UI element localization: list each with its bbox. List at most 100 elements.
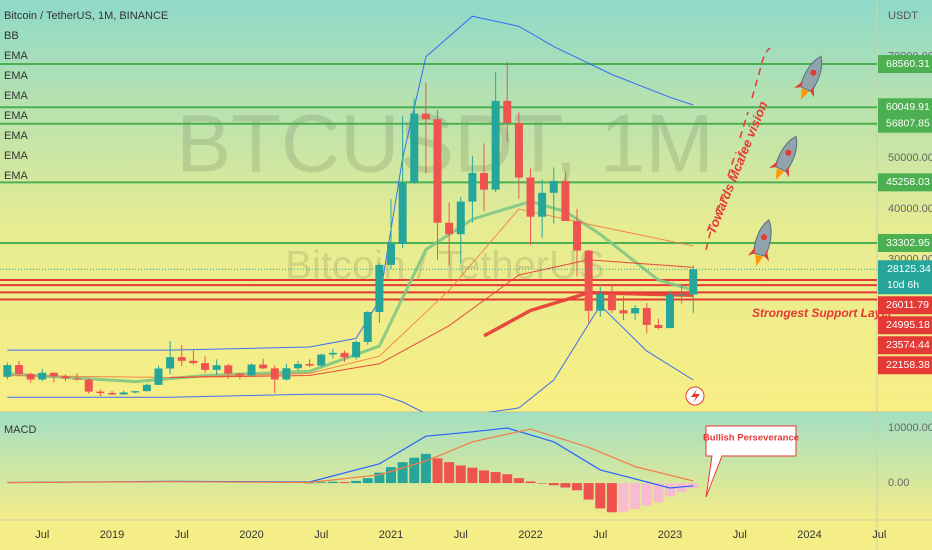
x-tick-label: Jul <box>593 529 607 541</box>
histogram-bar <box>455 465 466 484</box>
x-tick-label: 2024 <box>797 529 821 541</box>
x-tick-label: Jul <box>733 529 747 541</box>
level-label-box <box>878 98 932 117</box>
histogram-bar <box>327 481 338 484</box>
candle-body <box>49 372 58 377</box>
x-tick-label: Jul <box>35 529 49 541</box>
axes: Jul 2019 Jul 2020 Jul 2021 Jul 2022 Jul 2023 Jul 20… <box>35 51 932 541</box>
candle-body <box>26 373 35 380</box>
candle-body <box>375 264 384 313</box>
price-label: 28125.34 <box>887 263 931 275</box>
level-label-box <box>878 233 932 252</box>
x-tick-label: Jul <box>175 529 189 541</box>
candle-body <box>666 294 675 329</box>
histogram-bar <box>432 458 443 484</box>
candle-body <box>654 324 663 329</box>
annotation: Strongest Support Layer <box>752 306 894 320</box>
rocket <box>794 55 823 100</box>
candle-body <box>224 365 233 374</box>
candle-body <box>398 182 407 245</box>
level-label: 26011.79 <box>886 299 929 311</box>
level-label: 56807.85 <box>886 117 930 129</box>
candle-body <box>15 365 24 374</box>
level-label-box <box>878 55 932 74</box>
x-tick-label: Jul <box>454 529 468 541</box>
candle-body <box>328 352 337 355</box>
histogram-bar <box>479 470 490 484</box>
candle-body <box>549 180 558 193</box>
x-tick-label: 2021 <box>379 529 403 541</box>
candle-body <box>235 373 244 376</box>
candle-body <box>131 391 140 393</box>
candle-body <box>305 364 314 366</box>
watermark: BTCUSDT, 1M <box>176 99 714 190</box>
candle-body <box>584 250 593 311</box>
histogram-bar <box>583 483 594 500</box>
histogram-bar <box>548 483 559 486</box>
candle-body <box>340 352 349 358</box>
price-label-box <box>878 260 932 295</box>
histogram-bar <box>641 483 652 506</box>
candle-body <box>573 221 582 251</box>
histogram-bar <box>618 483 629 512</box>
candle-body <box>514 122 523 178</box>
price-plot <box>0 15 877 412</box>
candle-body <box>212 365 221 370</box>
macd-line <box>7 428 694 484</box>
level-label-box <box>878 296 932 315</box>
legend-entry: EMA <box>4 110 29 122</box>
candle-body <box>73 378 82 380</box>
level-label-box <box>878 316 932 335</box>
level-label-box <box>878 336 932 355</box>
x-tick-label: 2020 <box>239 529 263 541</box>
level-label: 68560.31 <box>886 58 930 70</box>
candle-body <box>410 113 419 183</box>
y-tick-label: 0.00 <box>888 477 909 489</box>
histogram-bar <box>595 483 606 509</box>
y-tick-label: 50000.00 <box>888 152 932 164</box>
x-tick-label: 2019 <box>100 529 124 541</box>
chart-title: Bitcoin / TetherUS, 1M, BINANCE <box>4 10 168 22</box>
indicator-line <box>7 15 694 351</box>
histogram-bar <box>572 483 583 491</box>
macd-plot <box>7 427 699 513</box>
candle-body <box>61 376 70 379</box>
x-tick-label: Jul <box>314 529 328 541</box>
histogram-bar <box>502 474 513 484</box>
candle-body <box>468 172 477 202</box>
histogram-bar <box>374 472 385 484</box>
candle-body <box>456 201 465 235</box>
candle-body <box>3 365 12 377</box>
level-label: 23574.44 <box>886 339 930 351</box>
histogram-bar <box>537 483 548 484</box>
level-label-box <box>878 356 932 375</box>
x-tick-label: 2023 <box>658 529 682 541</box>
candle-body <box>363 312 372 342</box>
candle-body <box>480 172 489 190</box>
candle-body <box>561 180 570 222</box>
price-pane <box>0 0 932 412</box>
legend: BB EMA EMA EMA EMA EMA EMA EMA <box>4 30 29 182</box>
histogram-bar <box>606 483 617 513</box>
candle-body <box>619 310 628 314</box>
histogram-bar <box>525 481 536 484</box>
candle-body <box>201 363 210 370</box>
candle-body <box>607 293 616 311</box>
time-axis <box>0 520 932 550</box>
candle-body <box>387 244 396 265</box>
indicator-line <box>7 304 694 412</box>
candle-body <box>631 308 640 314</box>
y-tick-label: 10000.00 <box>888 422 932 434</box>
level-label-box <box>878 114 932 133</box>
candle-body <box>282 368 291 380</box>
candle-body <box>445 222 454 235</box>
histogram-bar <box>467 467 478 484</box>
x-tick-label: Jul <box>872 529 886 541</box>
alert-icon[interactable] <box>685 386 705 406</box>
histogram-bar <box>665 483 676 497</box>
level-label: 45258.03 <box>886 176 930 188</box>
histogram-bar <box>362 478 373 484</box>
level-label: 60049.91 <box>886 101 930 113</box>
histogram-bar <box>630 483 641 509</box>
